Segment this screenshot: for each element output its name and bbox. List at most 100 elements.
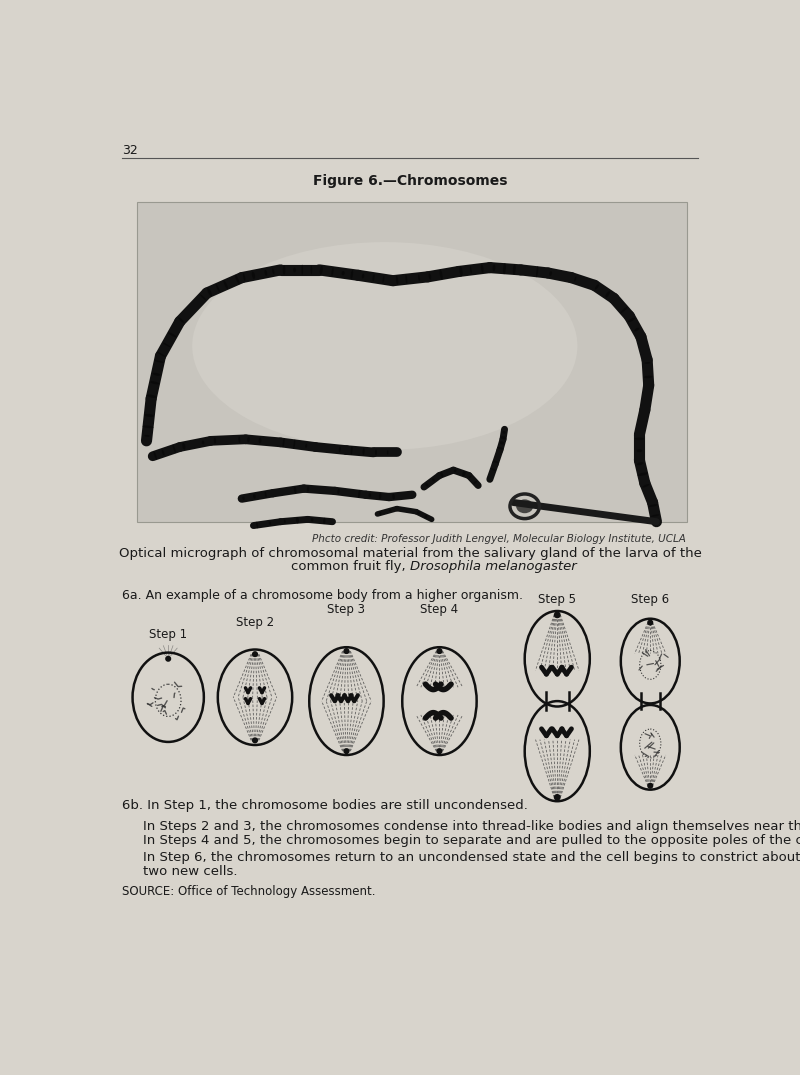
Ellipse shape (628, 318, 635, 322)
Ellipse shape (503, 263, 506, 274)
Ellipse shape (350, 446, 353, 455)
Ellipse shape (272, 269, 274, 274)
Ellipse shape (269, 521, 271, 525)
Text: Optical micrograph of chromosomal material from the salivary gland of the larva : Optical micrograph of chromosomal materi… (118, 547, 702, 560)
Ellipse shape (387, 450, 389, 455)
Ellipse shape (362, 274, 364, 278)
Ellipse shape (145, 414, 154, 417)
Ellipse shape (637, 462, 643, 465)
Ellipse shape (173, 445, 176, 454)
Ellipse shape (648, 504, 658, 507)
Ellipse shape (243, 273, 246, 281)
Ellipse shape (379, 512, 382, 515)
Ellipse shape (429, 273, 431, 280)
Text: In Steps 2 and 3, the chromosomes condense into thread-like bodies and align the: In Steps 2 and 3, the chromosomes conden… (142, 820, 800, 833)
Ellipse shape (425, 515, 427, 518)
Ellipse shape (150, 382, 159, 385)
Ellipse shape (223, 281, 228, 289)
Text: two new cells.: two new cells. (142, 865, 237, 878)
Ellipse shape (516, 500, 534, 513)
Ellipse shape (282, 439, 285, 447)
Ellipse shape (310, 266, 312, 274)
Ellipse shape (163, 343, 170, 347)
Ellipse shape (550, 271, 552, 276)
Ellipse shape (490, 469, 496, 471)
Ellipse shape (454, 470, 457, 472)
Ellipse shape (470, 267, 472, 274)
Ellipse shape (389, 510, 391, 512)
Ellipse shape (306, 486, 310, 491)
Circle shape (253, 739, 258, 743)
Bar (546, 692, 569, 711)
Ellipse shape (323, 518, 326, 525)
Text: SOURCE: Office of Technology Assessment.: SOURCE: Office of Technology Assessment. (122, 885, 375, 898)
Ellipse shape (202, 441, 204, 444)
Ellipse shape (311, 518, 314, 521)
Ellipse shape (634, 328, 639, 331)
Ellipse shape (406, 274, 407, 284)
Circle shape (344, 749, 349, 754)
Ellipse shape (644, 375, 653, 378)
Ellipse shape (637, 449, 642, 453)
Bar (641, 693, 659, 708)
Ellipse shape (493, 460, 499, 463)
Ellipse shape (305, 444, 307, 448)
Ellipse shape (200, 295, 206, 300)
Ellipse shape (382, 275, 384, 283)
Circle shape (554, 794, 560, 800)
Ellipse shape (216, 285, 220, 292)
Ellipse shape (242, 497, 245, 500)
Ellipse shape (469, 475, 471, 478)
Ellipse shape (497, 447, 504, 449)
Ellipse shape (162, 450, 165, 456)
Ellipse shape (284, 519, 286, 524)
Ellipse shape (638, 472, 648, 476)
Ellipse shape (320, 266, 323, 274)
Ellipse shape (294, 440, 295, 449)
Ellipse shape (253, 494, 256, 499)
Text: 6a. An example of a chromosome body from a higher organism.: 6a. An example of a chromosome body from… (122, 589, 522, 602)
Ellipse shape (302, 264, 303, 275)
Ellipse shape (379, 493, 382, 499)
Ellipse shape (634, 438, 644, 440)
Ellipse shape (264, 270, 267, 276)
Ellipse shape (417, 512, 420, 515)
Ellipse shape (481, 264, 483, 273)
Ellipse shape (235, 275, 240, 284)
Text: 6b. In Step 1, the chromosome bodies are still uncondensed.: 6b. In Step 1, the chromosome bodies are… (122, 799, 527, 812)
Circle shape (648, 620, 653, 625)
Ellipse shape (375, 449, 377, 456)
Ellipse shape (644, 362, 650, 363)
Ellipse shape (418, 274, 420, 282)
Ellipse shape (247, 436, 250, 442)
Ellipse shape (650, 514, 660, 517)
Ellipse shape (501, 436, 506, 440)
Circle shape (437, 648, 442, 654)
Ellipse shape (192, 242, 578, 449)
Text: Step 3: Step 3 (327, 603, 366, 616)
Ellipse shape (392, 493, 395, 500)
Text: Phcto credit: Professor Judith Lengyel, Molecular Biology Institute, UCLA: Phcto credit: Professor Judith Lengyel, … (312, 534, 686, 544)
Text: Step 4: Step 4 (420, 603, 458, 616)
Ellipse shape (153, 373, 160, 376)
Text: In Steps 4 and 5, the chromosomes begin to separate and are pulled to the opposi: In Steps 4 and 5, the chromosomes begin … (142, 834, 800, 847)
Ellipse shape (338, 489, 340, 494)
Circle shape (253, 651, 258, 657)
Text: common fruit fly,: common fruit fly, (291, 560, 410, 573)
Ellipse shape (252, 272, 255, 280)
Circle shape (166, 657, 170, 661)
Bar (138, 202, 687, 521)
Ellipse shape (574, 276, 577, 282)
Ellipse shape (207, 287, 212, 297)
Circle shape (344, 648, 349, 654)
Text: Figure 6.—Chromosomes: Figure 6.—Chromosomes (313, 174, 507, 188)
Ellipse shape (214, 438, 216, 444)
Ellipse shape (178, 317, 184, 322)
Text: Step 5: Step 5 (538, 593, 576, 606)
Ellipse shape (293, 268, 296, 272)
Ellipse shape (396, 275, 398, 285)
Ellipse shape (373, 274, 374, 282)
Text: 32: 32 (122, 144, 138, 157)
Ellipse shape (513, 264, 516, 274)
Ellipse shape (294, 487, 297, 493)
